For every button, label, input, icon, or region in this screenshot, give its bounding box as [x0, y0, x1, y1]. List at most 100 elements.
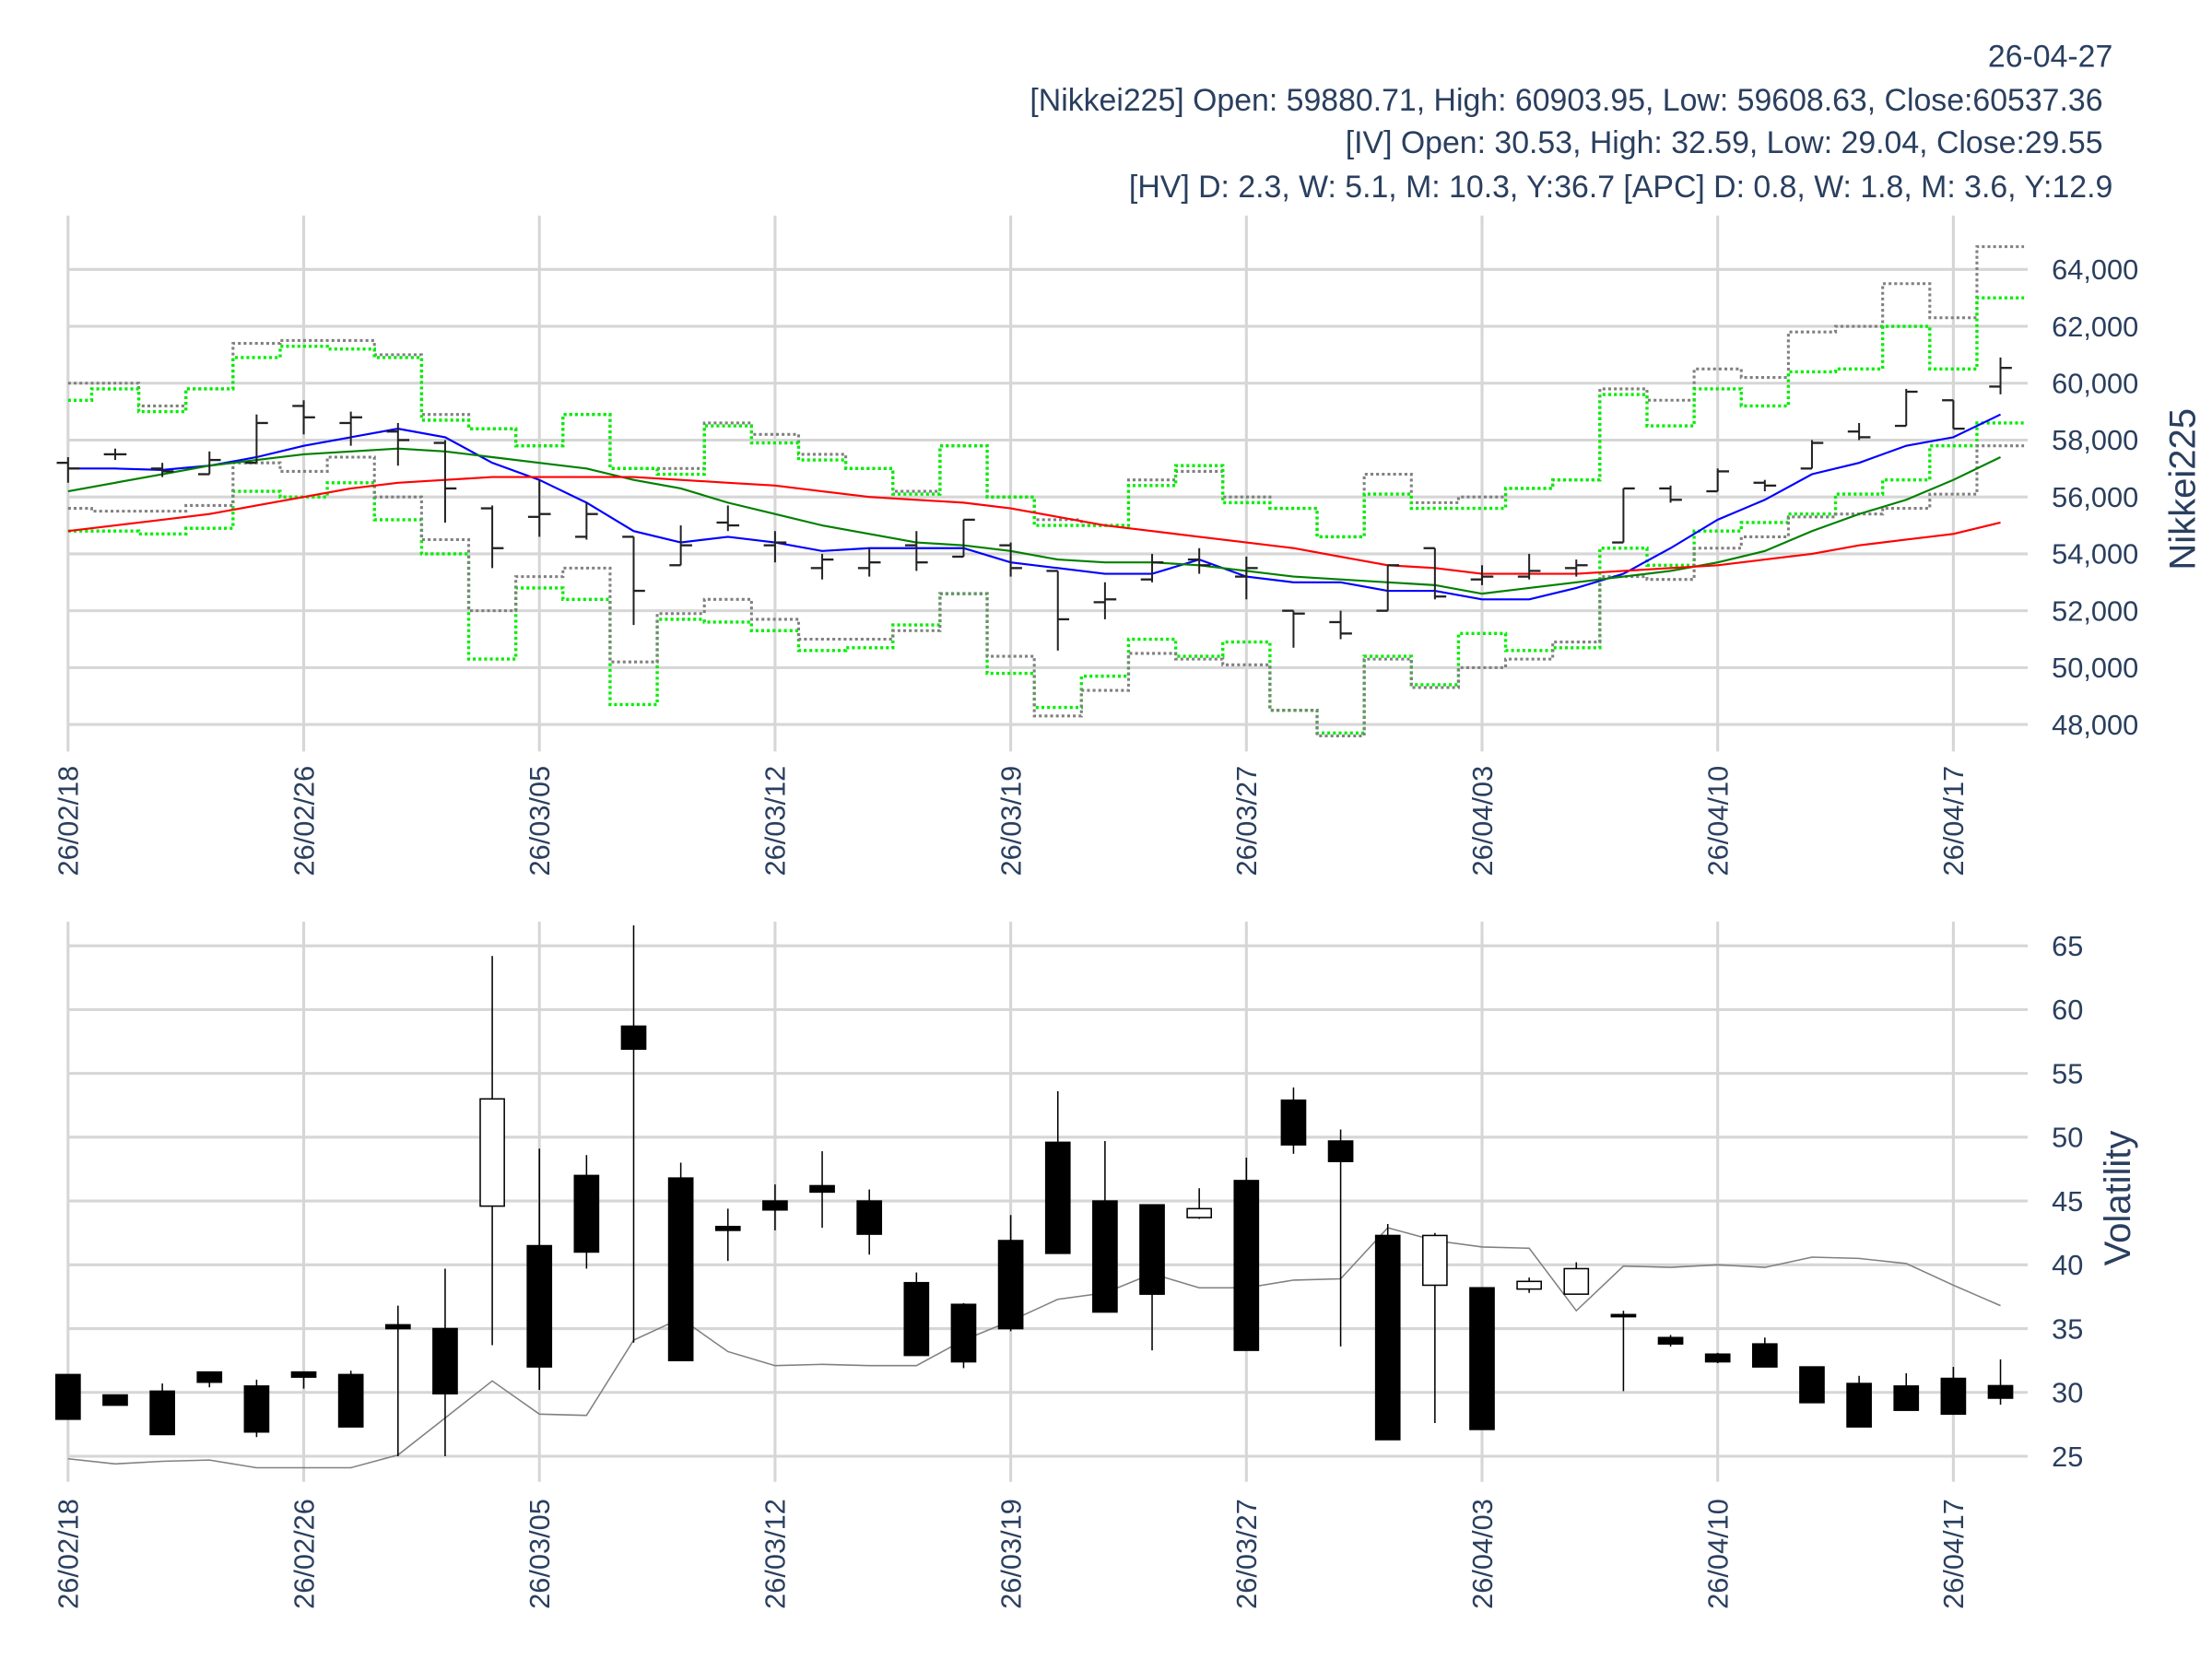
- candle-body-decreasing: [384, 1324, 411, 1330]
- x-tick-label: 26/03/12: [759, 766, 792, 877]
- candle-body-decreasing: [1139, 1204, 1165, 1295]
- x-tick-label: 26/03/05: [524, 1499, 556, 1609]
- candle-body-decreasing: [1987, 1384, 2014, 1399]
- candle-body-decreasing: [1469, 1287, 1495, 1430]
- candle-body-increasing: [1422, 1234, 1448, 1287]
- header: 26-04-27 [Nikkei225] Open: 59880.71, Hig…: [1030, 39, 2112, 205]
- candle-body-decreasing: [1799, 1366, 1825, 1404]
- y-tick-label: 60: [2052, 994, 2083, 1026]
- candle-body-increasing: [1563, 1267, 1590, 1295]
- nikkei-y-axis: 48,000 50,000 52,000 54,000 56,000 58,000 60,0…: [2052, 253, 2138, 741]
- candle-body-decreasing: [856, 1200, 883, 1235]
- candle-body-decreasing: [573, 1174, 600, 1253]
- candle-body-decreasing: [196, 1371, 223, 1383]
- y-tick-label: 48,000: [2052, 709, 2138, 741]
- x-tick-label: 26/03/19: [994, 766, 1027, 877]
- volatility-hv-line: [67, 1227, 2001, 1469]
- x-tick-label: 26/02/18: [53, 1499, 85, 1609]
- candle-body-decreasing: [903, 1281, 930, 1357]
- candle-body-decreasing: [809, 1184, 835, 1194]
- y-tick-label: 45: [2052, 1185, 2083, 1218]
- band-lower-green: [67, 421, 2025, 735]
- candle-body-decreasing: [714, 1226, 741, 1231]
- y-tick-label: 60,000: [2052, 368, 2138, 400]
- x-tick-label: 26/04/17: [1937, 1499, 1970, 1609]
- candle-body-decreasing: [1092, 1200, 1118, 1313]
- x-tick-label: 26/04/03: [1466, 1499, 1499, 1609]
- candle-body-decreasing: [1044, 1141, 1071, 1254]
- candle-body-decreasing: [55, 1373, 81, 1420]
- y-tick-label: 56,000: [2052, 481, 2138, 513]
- volatility-axis-title: Volatility: [2098, 1131, 2138, 1266]
- candle-body-decreasing: [1280, 1099, 1307, 1146]
- candle-body-decreasing: [1893, 1385, 1920, 1411]
- candle-body-decreasing: [290, 1371, 317, 1378]
- y-tick-label: 35: [2052, 1312, 2083, 1345]
- volatility-y-axis: 25 30 35 40 45 50 55 60 65: [2052, 930, 2083, 1473]
- x-tick-label: 26/03/12: [759, 1499, 792, 1609]
- line-ma-long: [67, 476, 2001, 575]
- candle-body-decreasing: [620, 1025, 647, 1051]
- candle-body-decreasing: [243, 1385, 270, 1433]
- hv-line: [67, 1227, 2001, 1469]
- y-tick-label: 62,000: [2052, 311, 2138, 343]
- nikkei-bands: [67, 245, 2025, 737]
- candle-body-decreasing: [102, 1394, 128, 1406]
- x-tick-label: 26/03/27: [1230, 1499, 1263, 1609]
- y-tick-label: 58,000: [2052, 424, 2138, 456]
- candle-body-decreasing: [1846, 1382, 1872, 1428]
- nikkei-grid: [66, 215, 2028, 752]
- line-ma-short: [67, 413, 2001, 601]
- y-tick-label: 40: [2052, 1249, 2083, 1281]
- volatility-x-axis: 26/02/18 26/02/26 26/03/05 26/03/12 26/03/19…: [53, 1499, 1971, 1609]
- candle-body-decreasing: [1374, 1234, 1401, 1441]
- candle-body-increasing: [1516, 1280, 1542, 1290]
- candle-body-decreasing: [1751, 1343, 1778, 1368]
- nikkei-x-axis: 26/02/18 26/02/26 26/03/05 26/03/12 26/03/19…: [53, 766, 1971, 877]
- candle-body-decreasing: [1327, 1140, 1354, 1162]
- x-tick-label: 26/02/26: [288, 766, 320, 877]
- y-tick-label: 64,000: [2052, 253, 2138, 286]
- candle-body-decreasing: [432, 1327, 458, 1394]
- candle-body-decreasing: [526, 1244, 553, 1368]
- candle-body-increasing: [1186, 1207, 1213, 1218]
- header-nikkei-ohlc: [Nikkei225] Open: 59880.71, High: 60903.…: [1030, 83, 2102, 118]
- y-tick-label: 65: [2052, 930, 2083, 962]
- y-tick-label: 54,000: [2052, 538, 2138, 571]
- x-tick-label: 26/03/19: [994, 1499, 1027, 1609]
- line-ma-mid: [67, 447, 2001, 595]
- x-tick-label: 26/03/27: [1230, 766, 1263, 877]
- header-iv-ohlc: [IV] Open: 30.53, High: 32.59, Low: 29.0…: [1346, 125, 2103, 160]
- nikkei-ohlc-bars: [56, 357, 2012, 651]
- band-lower-gray: [67, 444, 2025, 737]
- nikkei-moving-averages: [67, 413, 2001, 601]
- candle-body-increasing: [479, 1098, 505, 1207]
- header-hv-apc: [HV] D: 2.3, W: 5.1, M: 10.3, Y:36.7 [AP…: [1129, 170, 2112, 205]
- x-tick-label: 26/04/10: [1701, 1499, 1734, 1609]
- candle-body-decreasing: [1657, 1336, 1684, 1345]
- candle-body-decreasing: [1940, 1377, 1967, 1416]
- candle-body-decreasing: [337, 1373, 364, 1428]
- x-tick-label: 26/04/17: [1937, 766, 1970, 877]
- candle-body-decreasing: [997, 1240, 1024, 1330]
- y-tick-label: 50,000: [2052, 652, 2138, 684]
- y-tick-label: 50: [2052, 1122, 2083, 1154]
- candle-body-decreasing: [950, 1303, 977, 1363]
- x-tick-label: 26/02/26: [288, 1499, 320, 1609]
- y-tick-label: 30: [2052, 1377, 2083, 1409]
- header-date: 26-04-27: [1988, 39, 2112, 74]
- x-tick-label: 26/04/10: [1701, 766, 1734, 877]
- band-upper-green: [67, 296, 2025, 539]
- candle-body-decreasing: [1704, 1353, 1731, 1363]
- x-tick-label: 26/04/03: [1466, 766, 1499, 877]
- x-tick-label: 26/02/18: [53, 766, 85, 877]
- y-tick-label: 25: [2052, 1441, 2083, 1473]
- candle-body-decreasing: [667, 1177, 694, 1361]
- candle-body-decreasing: [1233, 1180, 1260, 1351]
- x-tick-label: 26/03/05: [524, 766, 556, 877]
- band-upper-gray: [67, 245, 2025, 538]
- nikkei-axis-title: Nikkei225: [2163, 408, 2204, 571]
- volatility-candles: [55, 924, 2014, 1456]
- y-tick-label: 55: [2052, 1057, 2083, 1089]
